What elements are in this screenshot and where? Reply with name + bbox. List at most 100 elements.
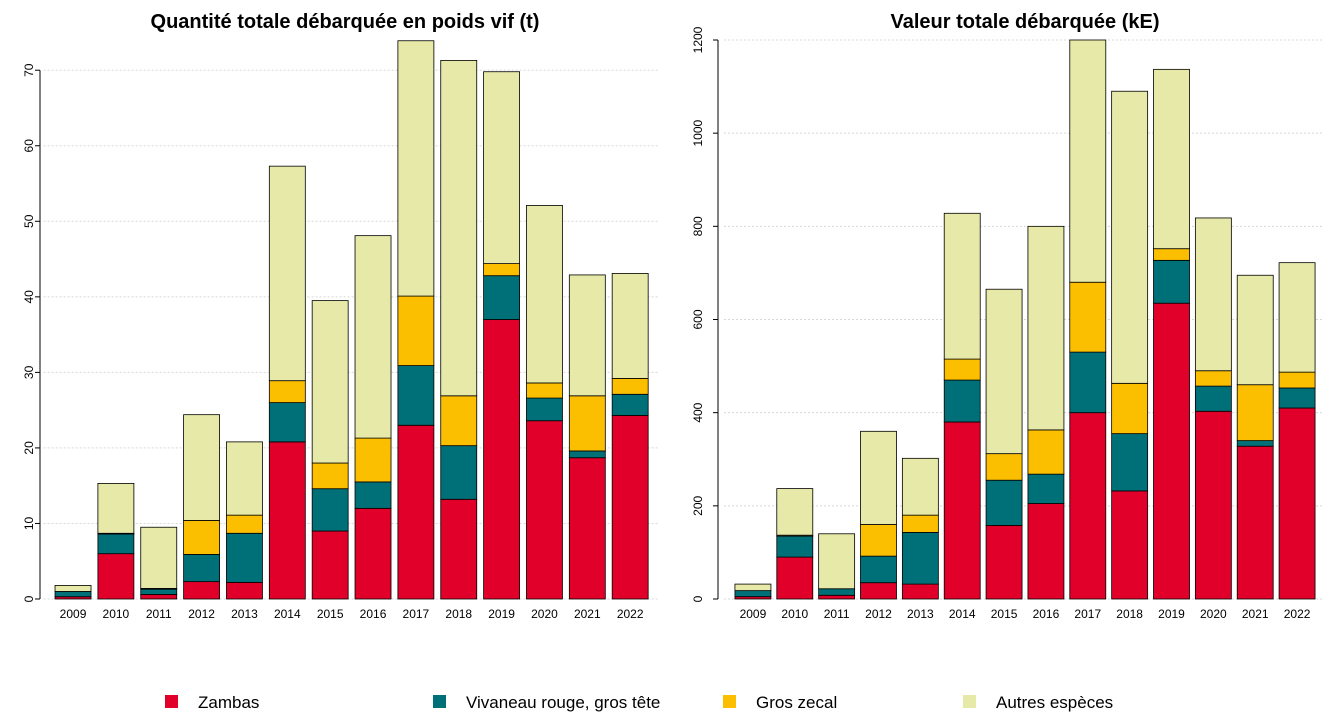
legend-swatch <box>433 695 446 708</box>
y-tick-label: 400 <box>691 402 705 422</box>
bar-segment <box>611 378 649 395</box>
legend-label: Vivaneau rouge, gros tête <box>466 693 660 712</box>
bar-segment <box>483 71 521 264</box>
legend-label: Zambas <box>198 693 259 712</box>
bar-segment <box>568 395 606 452</box>
legend-swatch <box>723 695 736 708</box>
bar-segment <box>483 275 521 320</box>
bar-segment <box>1111 382 1149 435</box>
bar-segment <box>226 581 263 600</box>
bar-segment <box>526 382 563 399</box>
bar-segment <box>268 165 306 382</box>
x-tick-label: 2013 <box>907 607 934 621</box>
bar-segment <box>943 379 981 423</box>
bar-segment <box>526 397 563 422</box>
bar-segment <box>985 288 1023 455</box>
bar-segment <box>397 40 435 297</box>
bar-segment <box>943 358 981 381</box>
bar-segment <box>1278 407 1316 600</box>
x-tick-label: 2014 <box>949 607 976 621</box>
bar-segment <box>901 457 939 516</box>
bar-segment <box>1027 503 1065 600</box>
bar-segment <box>97 483 135 534</box>
bar-segment <box>311 530 349 600</box>
bar-segment <box>440 445 478 500</box>
x-tick-label: 2013 <box>231 607 258 621</box>
bar-segment <box>985 479 1023 526</box>
bar-segment <box>1278 387 1316 409</box>
x-tick-label: 2012 <box>188 607 215 621</box>
bar-segment <box>183 554 221 583</box>
bar-segment <box>568 274 606 397</box>
x-tick-label: 2010 <box>103 607 130 621</box>
bar-segment <box>1153 68 1190 250</box>
bar-segment <box>1027 473 1065 504</box>
bar-segment <box>183 520 221 555</box>
bar-segment <box>97 533 135 555</box>
y-tick-label: 50 <box>22 214 36 228</box>
bar-segment <box>354 481 392 509</box>
bar-segment <box>1069 281 1107 353</box>
x-tick-label: 2014 <box>274 607 301 621</box>
bar-segment <box>1027 225 1065 431</box>
y-tick-label: 40 <box>22 290 36 304</box>
y-tick-label: 10 <box>22 516 36 530</box>
bar-segment <box>483 263 521 277</box>
bar-segment <box>97 553 135 600</box>
x-tick-label: 2017 <box>1074 607 1101 621</box>
x-tick-label: 2019 <box>488 607 515 621</box>
bar-segment <box>1194 385 1232 412</box>
bar-segment <box>397 365 435 426</box>
bar-segment <box>483 319 521 600</box>
bar-segment <box>1194 217 1232 372</box>
bar-segment <box>268 441 306 600</box>
bar-segment <box>1111 433 1149 492</box>
bar-segment <box>568 450 606 459</box>
bar-segment <box>734 583 772 592</box>
bar-segment <box>776 488 814 536</box>
bar-segment <box>818 533 856 590</box>
y-tick-label: 60 <box>22 139 36 153</box>
x-tick-label: 2016 <box>1033 607 1060 621</box>
bar-segment <box>268 380 306 403</box>
y-tick-label: 600 <box>691 309 705 329</box>
bar-segment <box>354 437 392 483</box>
bar-segment <box>140 588 178 595</box>
bar-segment <box>860 430 897 525</box>
bar-segment <box>1027 429 1065 475</box>
bar-segment <box>226 441 263 516</box>
y-tick-label: 0 <box>691 595 705 602</box>
bar-segment <box>776 556 814 600</box>
bar-segment <box>985 524 1023 600</box>
bar-segment <box>440 498 478 600</box>
bar-segment <box>611 273 649 379</box>
x-tick-label: 2021 <box>574 607 601 621</box>
bar-segment <box>1236 274 1274 386</box>
bar-segment <box>943 212 981 360</box>
bar-segment <box>1069 39 1107 283</box>
bar-segment <box>1153 302 1190 600</box>
bar-segment <box>311 300 349 464</box>
bar-segment <box>818 594 856 600</box>
x-tick-label: 2017 <box>403 607 430 621</box>
legend-swatch <box>165 695 178 708</box>
y-tick-label: 70 <box>22 63 36 77</box>
legend-label: Autres espèces <box>996 693 1113 712</box>
bar-segment <box>526 205 563 384</box>
y-tick-label: 30 <box>22 365 36 379</box>
bar-segment <box>1069 351 1107 414</box>
x-tick-label: 2021 <box>1242 607 1269 621</box>
bar-segment <box>268 402 306 443</box>
bar-segment <box>397 295 435 366</box>
bar-segment <box>397 424 435 600</box>
bar-segment <box>54 585 92 592</box>
x-tick-label: 2020 <box>1200 607 1227 621</box>
bar-segment <box>1236 440 1274 447</box>
chart-title: Valeur totale débarquée (kE) <box>891 11 1160 33</box>
bar-segment <box>311 488 349 532</box>
x-tick-label: 2020 <box>531 607 558 621</box>
x-tick-label: 2018 <box>445 607 472 621</box>
bar-segment <box>1194 370 1232 387</box>
